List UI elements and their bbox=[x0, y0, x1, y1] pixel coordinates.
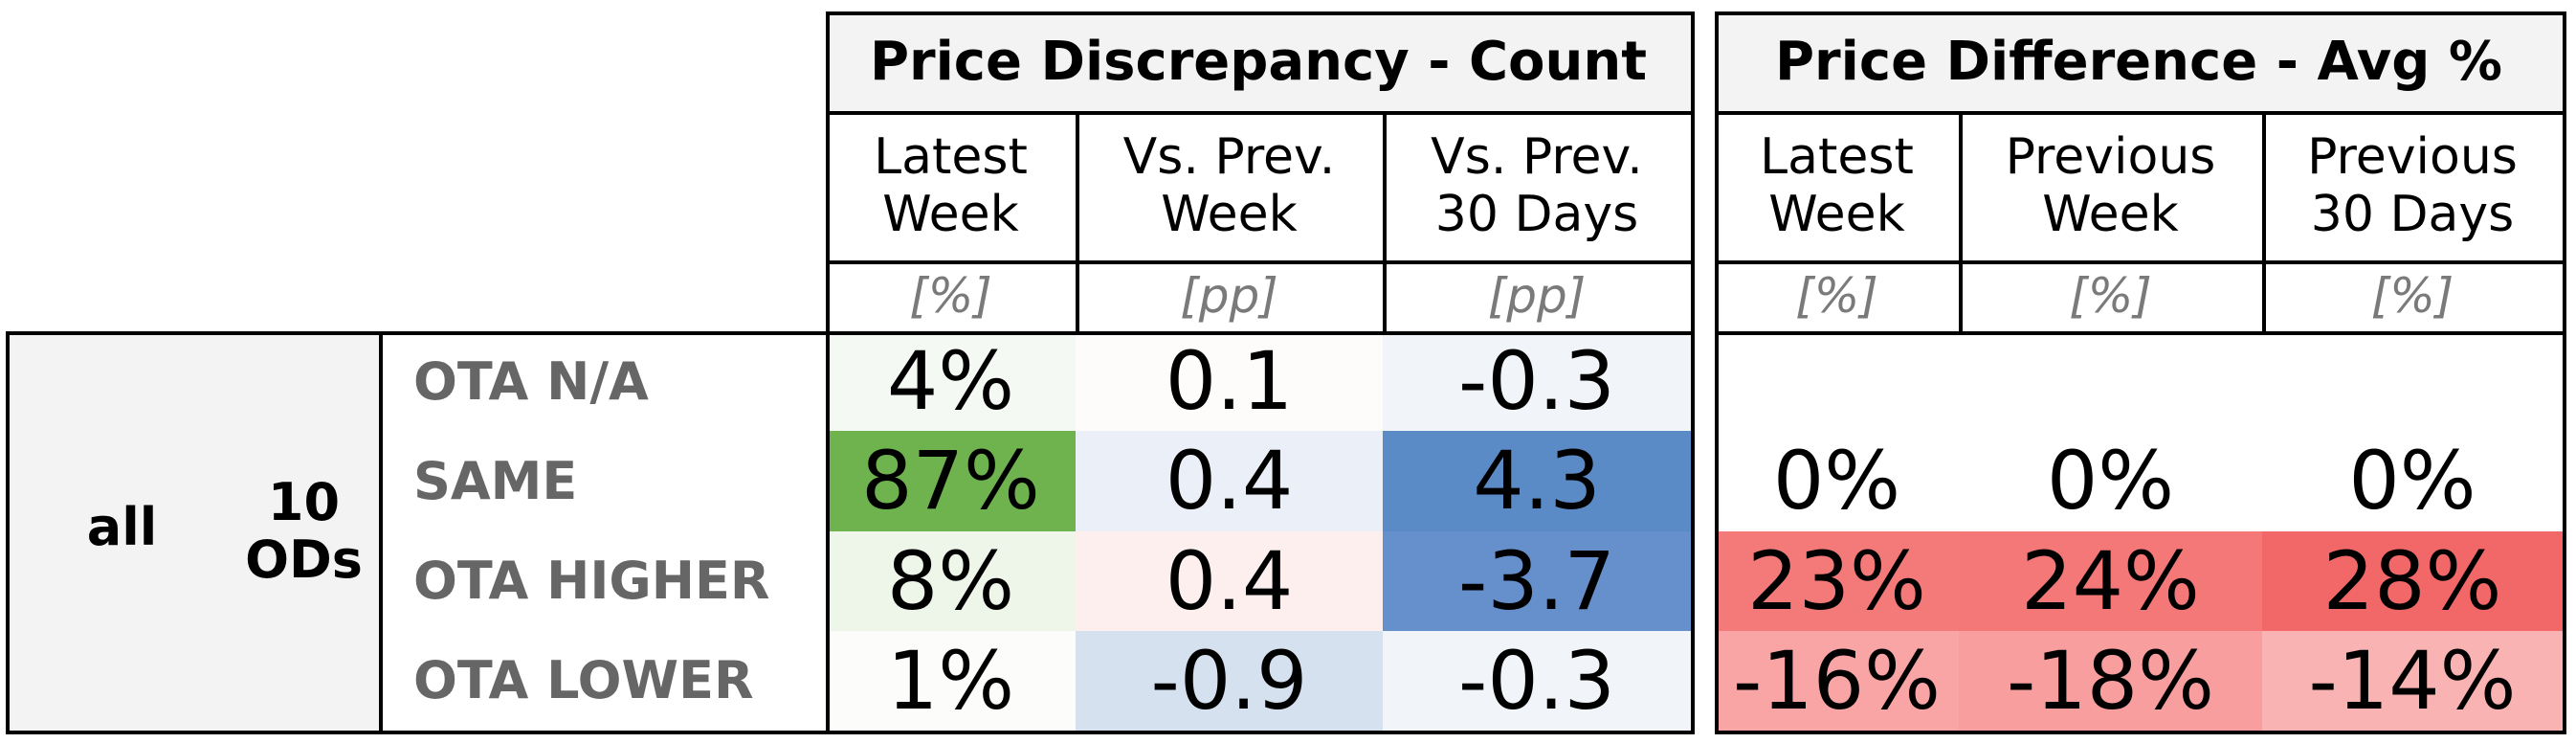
column-unit-1-1: [%] bbox=[2069, 268, 2152, 324]
avg-cell-3-2: -14% bbox=[2262, 630, 2563, 731]
count-cell-1-0: 87% bbox=[826, 431, 1076, 531]
column-unit-1-0: [%] bbox=[1795, 268, 1878, 324]
g1-col-sep-1 bbox=[1959, 111, 1963, 331]
count-cell-1-1: 0.4 bbox=[1076, 431, 1383, 531]
count-cell-0-0: 4% bbox=[826, 331, 1076, 432]
segment-panel bbox=[6, 331, 379, 731]
column-header-1-0: Latest Week bbox=[1760, 128, 1914, 243]
avg-cell-0-2 bbox=[2262, 331, 2563, 432]
count-cell-3-2: -0.3 bbox=[1383, 630, 1691, 731]
g0-col-sep-1 bbox=[1076, 111, 1079, 331]
avg-cell-0-0 bbox=[1715, 331, 1959, 432]
g0-top bbox=[826, 11, 1695, 15]
avg-cell-0-1 bbox=[1959, 331, 2262, 432]
count-cell-0-2: -0.3 bbox=[1383, 331, 1691, 432]
column-unit-0-2: [pp] bbox=[1487, 268, 1587, 324]
column-unit-0-1: [pp] bbox=[1180, 268, 1278, 324]
g1-left bbox=[1715, 11, 1719, 731]
avg-cell-2-2: 28% bbox=[2262, 530, 2563, 631]
row-label-0: OTA N/A bbox=[413, 350, 649, 412]
row-label-1: SAME bbox=[413, 450, 578, 511]
g0-left bbox=[826, 11, 830, 731]
count-cell-2-2: -3.7 bbox=[1383, 530, 1691, 631]
g0-unit-bottom bbox=[826, 331, 1691, 335]
seg-divider bbox=[379, 331, 383, 731]
g1-top bbox=[1715, 11, 2566, 15]
group-title-0: Price Discrepancy - Count bbox=[826, 11, 1691, 111]
avg-cell-3-0: -16% bbox=[1715, 630, 1959, 731]
column-unit-0-0: [%] bbox=[909, 268, 992, 324]
avg-cell-1-0: 0% bbox=[1715, 431, 1959, 531]
avg-cell-3-1: -18% bbox=[1959, 630, 2262, 731]
row-label-3: OTA LOWER bbox=[413, 650, 754, 711]
count-cell-3-0: 1% bbox=[826, 630, 1076, 731]
segment-sublabel: 10 ODs bbox=[245, 472, 363, 590]
column-header-1-2: Previous 30 Days bbox=[2307, 128, 2518, 243]
count-cell-3-1: -0.9 bbox=[1076, 630, 1383, 731]
g0-sub-bottom bbox=[826, 260, 1691, 264]
g0-right bbox=[1691, 11, 1695, 734]
row-label-2: OTA HIGHER bbox=[413, 551, 770, 612]
count-cell-2-1: 0.4 bbox=[1076, 530, 1383, 631]
g1-bottom bbox=[1715, 731, 2566, 734]
g1-right bbox=[2563, 11, 2566, 734]
count-cell-2-0: 8% bbox=[826, 530, 1076, 631]
g1-sub-bottom bbox=[1715, 260, 2563, 264]
seg-bottom bbox=[6, 731, 826, 734]
g0-col-sep-2 bbox=[1383, 111, 1387, 331]
column-unit-1-2: [%] bbox=[2370, 268, 2454, 324]
avg-cell-1-2: 0% bbox=[2262, 431, 2563, 531]
column-header-0-0: Latest Week bbox=[874, 128, 1028, 243]
avg-cell-2-0: 23% bbox=[1715, 530, 1959, 631]
avg-cell-1-1: 0% bbox=[1959, 431, 2262, 531]
avg-cell-2-1: 24% bbox=[1959, 530, 2262, 631]
column-header-0-2: Vs. Prev. 30 Days bbox=[1431, 128, 1643, 243]
column-header-1-1: Previous Week bbox=[2005, 128, 2216, 243]
group-title-1: Price Difference - Avg % bbox=[1715, 11, 2563, 111]
g0-title-bottom bbox=[826, 111, 1691, 115]
g0-bottom bbox=[826, 731, 1695, 734]
g1-col-sep-2 bbox=[2262, 111, 2266, 331]
count-cell-1-2: 4.3 bbox=[1383, 431, 1691, 531]
count-cell-0-1: 0.1 bbox=[1076, 331, 1383, 432]
seg-left bbox=[6, 331, 10, 734]
g1-unit-bottom bbox=[1715, 331, 2563, 335]
seg-top bbox=[6, 331, 826, 335]
segment-label: all bbox=[86, 496, 158, 557]
column-header-0-1: Vs. Prev. Week bbox=[1122, 128, 1336, 243]
g1-title-bottom bbox=[1715, 111, 2563, 115]
